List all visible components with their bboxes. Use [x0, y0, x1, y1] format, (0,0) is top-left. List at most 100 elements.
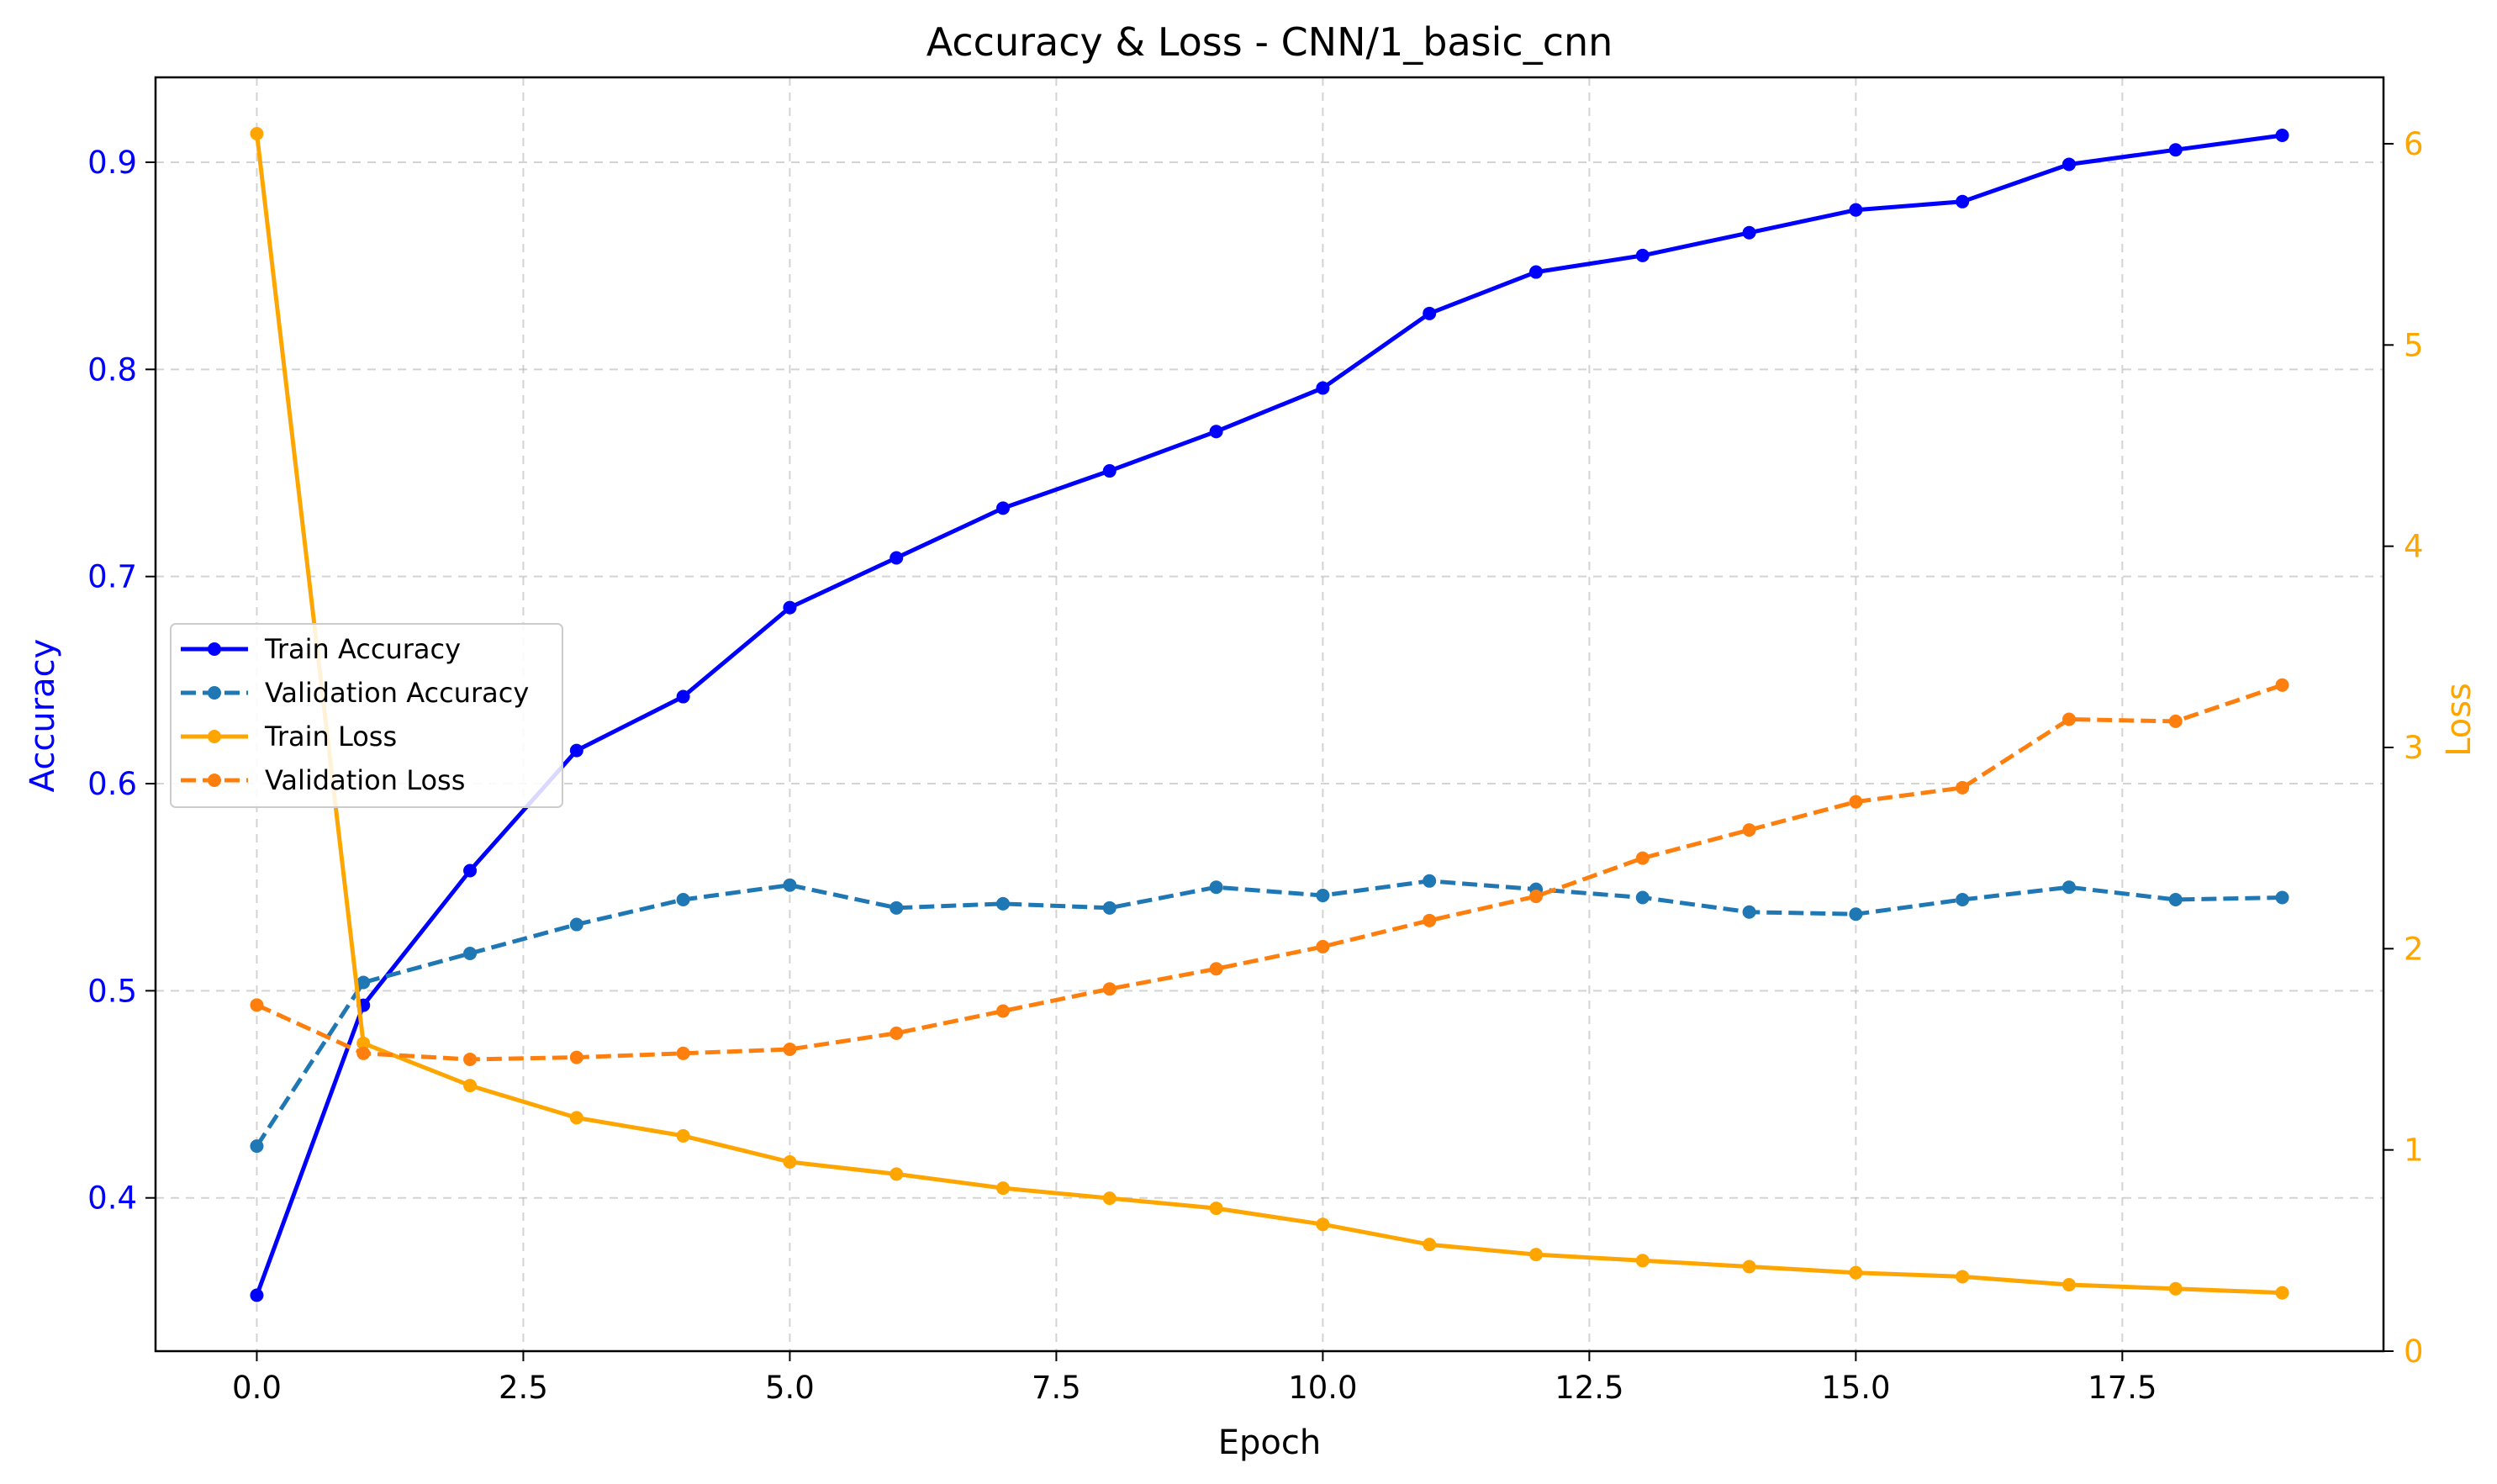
y-right-tick-label: 5	[2404, 327, 2424, 363]
train-loss-point	[996, 1181, 1011, 1196]
train-loss-point	[463, 1079, 478, 1093]
validation-loss-point	[1849, 795, 1863, 809]
series-layer	[250, 127, 2289, 1302]
train-loss-point	[1742, 1260, 1756, 1274]
validation-accuracy-point	[1423, 874, 1437, 888]
validation-accuracy-point	[1209, 880, 1223, 895]
validation-loss-point	[463, 1052, 478, 1066]
validation-accuracy-point	[1742, 905, 1756, 919]
y-left-tick-label: 0.7	[87, 559, 137, 595]
validation-accuracy-point	[250, 1139, 264, 1154]
train-accuracy-point	[2168, 143, 2183, 157]
train-accuracy-point	[1956, 194, 1970, 209]
validation-accuracy-point	[2061, 880, 2076, 895]
train-loss-point	[1528, 1248, 1543, 1262]
train-loss-point	[356, 1036, 371, 1050]
validation-accuracy-point	[356, 975, 371, 990]
y-right-tick-label: 6	[2404, 126, 2424, 162]
validation-accuracy-point	[1849, 907, 1863, 922]
train-accuracy-point	[463, 863, 478, 878]
train-loss-point	[1849, 1265, 1863, 1280]
validation-accuracy-point	[890, 900, 904, 915]
legend-label-train-loss: Train Loss	[264, 721, 397, 753]
validation-loss-point	[1635, 851, 1650, 865]
x-tick-label: 17.5	[2088, 1370, 2156, 1406]
validation-accuracy-line	[255, 879, 2283, 1148]
train-loss-point	[1316, 1217, 1330, 1232]
validation-loss-point	[1956, 780, 1970, 795]
train-accuracy-point	[1316, 381, 1330, 395]
validation-loss-point	[356, 1046, 371, 1060]
validation-loss-point	[783, 1042, 797, 1056]
y-axis-left-label: Accuracy	[24, 639, 62, 793]
x-tick-label: 5.0	[765, 1370, 815, 1406]
validation-loss-point	[569, 1050, 583, 1064]
train-accuracy-point	[1209, 425, 1223, 439]
train-accuracy-point	[783, 600, 797, 615]
train-loss-point	[250, 127, 264, 141]
ticks-layer: 0.0 2.5 5.0 7.5 10.0 12.5 15.0 17.5 0.4 0.5 0.6 0.7…	[87, 126, 2423, 1406]
legend-label-train-accuracy: Train Accuracy	[264, 633, 461, 665]
y-left-tick-label: 0.6	[87, 766, 137, 802]
train-loss-point	[569, 1111, 583, 1125]
y-left-tick-label: 0.8	[87, 351, 137, 388]
x-axis-label: Epoch	[1218, 1423, 1321, 1462]
train-accuracy-point	[2061, 157, 2076, 172]
legend: Train Accuracy Validation Accuracy Train L…	[170, 623, 563, 808]
legend-marker-train-accuracy	[208, 642, 221, 656]
validation-accuracy-point	[676, 892, 690, 906]
plot-frame	[154, 76, 2385, 1353]
validation-accuracy-point	[1102, 900, 1117, 915]
validation-loss-point	[1423, 913, 1437, 927]
y-right-tick-label: 4	[2404, 529, 2424, 565]
y-right-tick-label: 2	[2404, 931, 2424, 967]
legend-label-validation-accuracy: Validation Accuracy	[265, 677, 529, 709]
validation-loss-point	[2275, 678, 2289, 692]
train-loss-point	[1423, 1238, 1437, 1252]
validation-loss-point	[1742, 823, 1756, 837]
validation-loss-point	[890, 1026, 904, 1040]
train-loss-point	[676, 1128, 690, 1143]
validation-accuracy-point	[996, 896, 1011, 911]
x-tick-label: 7.5	[1032, 1370, 1081, 1406]
x-tick-label: 0.0	[232, 1370, 282, 1406]
validation-accuracy-point	[783, 878, 797, 892]
validation-loss-point	[676, 1046, 690, 1060]
validation-accuracy-point	[463, 947, 478, 961]
validation-loss-point	[250, 998, 264, 1012]
validation-accuracy-point	[2275, 890, 2289, 905]
train-accuracy-point	[1423, 306, 1437, 320]
train-accuracy-point	[1102, 464, 1117, 478]
train-accuracy-point	[2275, 128, 2289, 142]
train-loss-point	[1635, 1254, 1650, 1268]
validation-loss-point	[1102, 982, 1117, 996]
y-left-tick-label: 0.9	[87, 145, 137, 181]
validation-loss-point	[1316, 939, 1330, 953]
y-axis-right-label: Loss	[2440, 683, 2479, 757]
train-accuracy-point	[676, 689, 690, 704]
validation-loss-point	[1209, 962, 1223, 976]
train-accuracy-point	[1849, 203, 1863, 217]
train-loss-point	[783, 1155, 797, 1170]
legend-marker-validation-accuracy	[208, 686, 221, 700]
train-loss-point	[2275, 1286, 2289, 1300]
validation-accuracy-point	[1635, 890, 1650, 905]
x-tick-label: 15.0	[1821, 1370, 1890, 1406]
train-loss-point	[1956, 1270, 1970, 1284]
legend-marker-validation-loss	[208, 774, 221, 787]
validation-loss-point	[996, 1004, 1011, 1018]
train-accuracy-point	[996, 501, 1011, 515]
x-tick-label: 10.0	[1288, 1370, 1357, 1406]
validation-accuracy-point	[2168, 892, 2183, 906]
validation-loss-point	[2168, 714, 2183, 728]
train-accuracy-point	[250, 1288, 264, 1302]
y-left-tick-label: 0.4	[87, 1180, 137, 1217]
y-right-tick-label: 3	[2404, 730, 2424, 766]
train-accuracy-line	[255, 133, 2284, 1297]
train-accuracy-point	[1742, 225, 1756, 240]
train-accuracy-point	[890, 551, 904, 565]
y-right-tick-label: 1	[2404, 1133, 2424, 1169]
chart-title: Accuracy & Loss - CNN/1_basic_cnn	[926, 19, 1613, 65]
